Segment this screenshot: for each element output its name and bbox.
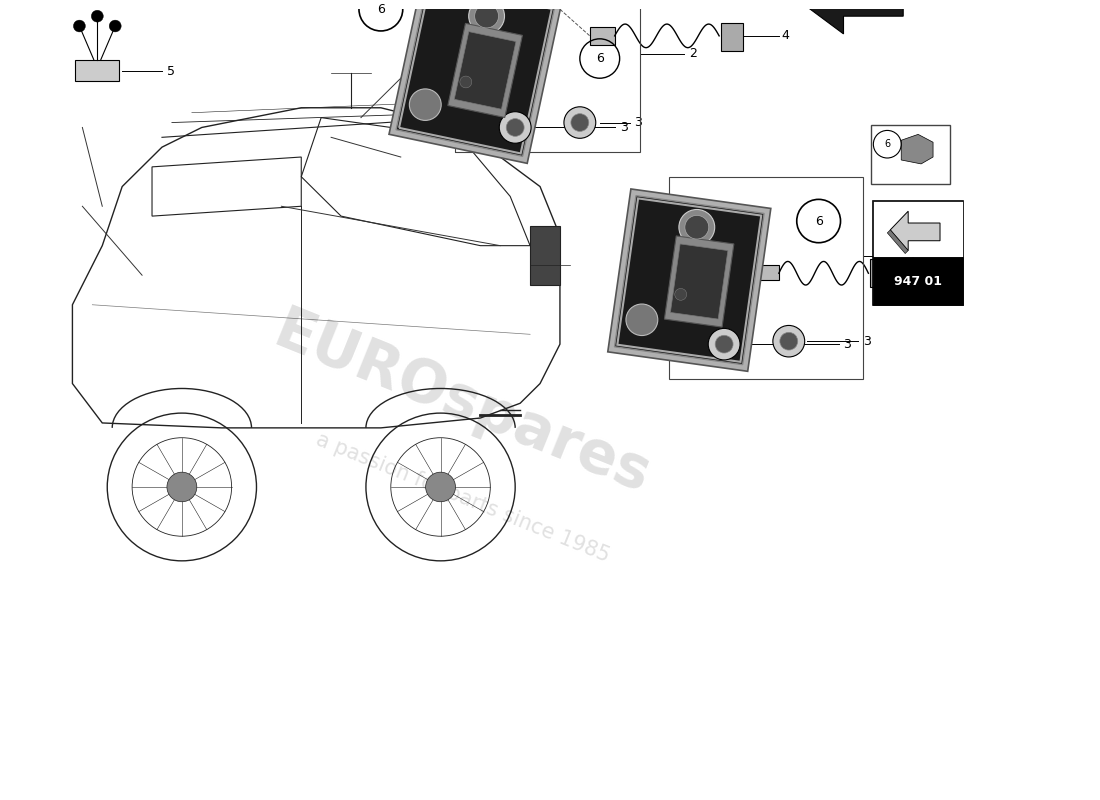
Circle shape — [109, 20, 121, 32]
Text: 6: 6 — [815, 214, 823, 227]
Circle shape — [564, 106, 596, 138]
Bar — [530, 226, 560, 285]
Polygon shape — [396, 0, 554, 156]
Polygon shape — [389, 0, 562, 163]
Bar — [873, 258, 962, 305]
Text: 3: 3 — [844, 338, 851, 350]
Circle shape — [780, 332, 798, 350]
Circle shape — [506, 118, 524, 136]
Circle shape — [475, 4, 498, 28]
Bar — [873, 202, 962, 305]
Text: 5: 5 — [167, 65, 175, 78]
Circle shape — [708, 328, 740, 360]
Circle shape — [469, 0, 505, 34]
Text: 3: 3 — [635, 116, 642, 129]
Circle shape — [674, 289, 686, 300]
Bar — [670, 177, 864, 378]
Polygon shape — [615, 196, 764, 365]
Circle shape — [773, 326, 805, 357]
Circle shape — [499, 112, 531, 143]
Circle shape — [426, 472, 455, 502]
Polygon shape — [890, 211, 940, 250]
Circle shape — [626, 304, 658, 335]
Text: 4: 4 — [931, 266, 939, 280]
Bar — [722, 23, 742, 50]
Circle shape — [167, 472, 197, 502]
Circle shape — [91, 10, 103, 22]
Bar — [759, 266, 779, 280]
Polygon shape — [448, 23, 522, 118]
Circle shape — [571, 114, 588, 131]
Circle shape — [715, 335, 733, 353]
Circle shape — [685, 215, 708, 239]
Bar — [76, 59, 119, 81]
Circle shape — [679, 210, 715, 245]
Text: 3: 3 — [864, 334, 871, 348]
Text: 2: 2 — [690, 47, 697, 60]
Circle shape — [74, 20, 86, 32]
Text: 1: 1 — [909, 249, 916, 262]
Circle shape — [460, 76, 472, 88]
Polygon shape — [888, 230, 909, 254]
Text: a passion for parts since 1985: a passion for parts since 1985 — [312, 430, 613, 566]
Text: 6: 6 — [377, 2, 385, 16]
Text: 6: 6 — [596, 52, 604, 65]
Bar — [455, 0, 639, 152]
FancyBboxPatch shape — [871, 126, 950, 184]
Polygon shape — [454, 32, 516, 110]
Text: 4: 4 — [782, 30, 790, 42]
Text: 3: 3 — [619, 121, 627, 134]
Polygon shape — [608, 189, 771, 371]
Polygon shape — [664, 236, 734, 327]
Polygon shape — [804, 0, 903, 34]
Bar — [590, 27, 615, 45]
Circle shape — [409, 89, 441, 121]
Bar — [870, 259, 892, 287]
Text: 6: 6 — [884, 139, 890, 150]
Polygon shape — [901, 134, 933, 164]
Bar — [873, 202, 962, 258]
Text: EUROspares: EUROspares — [266, 302, 659, 505]
Polygon shape — [670, 244, 728, 319]
Text: 947 01: 947 01 — [894, 274, 942, 288]
